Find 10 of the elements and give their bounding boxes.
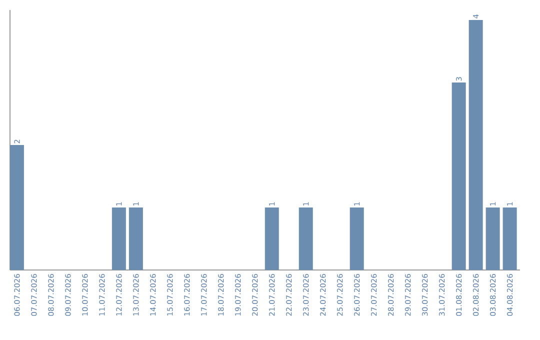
bar: [468, 20, 483, 270]
bar: [502, 208, 517, 270]
bar: [452, 82, 466, 270]
bar: [264, 208, 279, 270]
bar: [128, 208, 143, 270]
bar: [112, 208, 126, 270]
bar: [350, 208, 364, 270]
bar: [298, 208, 313, 270]
bar: [486, 208, 500, 270]
bar: [10, 144, 24, 270]
